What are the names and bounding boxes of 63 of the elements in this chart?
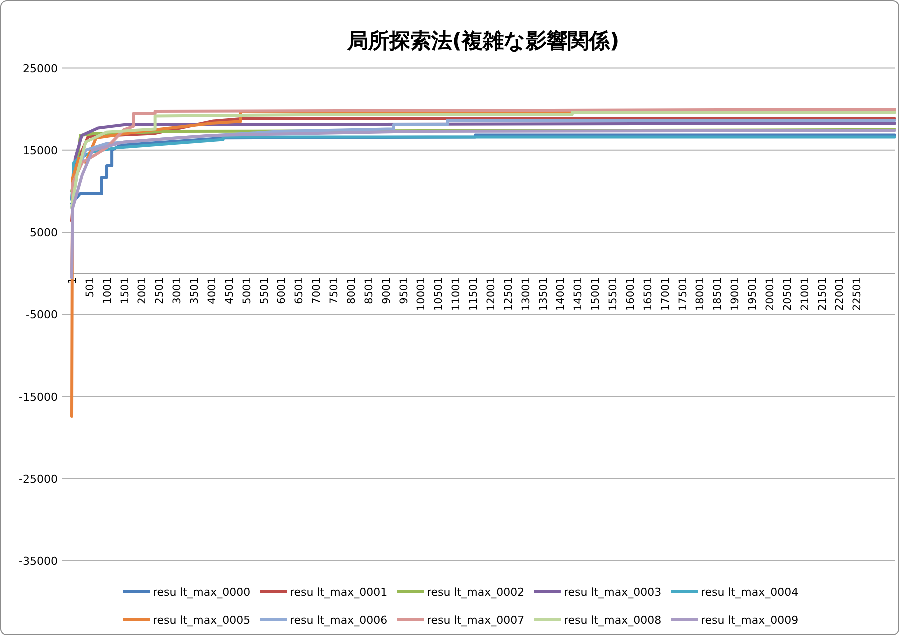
x-tick-label: 14501 [572,278,585,311]
x-tick-label: 8501 [363,278,376,304]
y-tick-label: 15000 [23,144,58,158]
chart-title: 局所探索法(複雑な影響関係) [346,29,620,53]
x-tick-label: 3501 [189,278,202,304]
legend-label: resu lt_max_0008 [564,614,662,627]
x-tick-label: 19001 [730,278,742,311]
x-tick-label: 20001 [764,278,776,311]
x-tick-label: 9001 [380,278,393,304]
x-tick-label: 13501 [538,278,550,311]
y-tick-label: 25000 [23,62,58,76]
legend-label: resu lt_max_0001 [290,586,388,599]
x-tick-label: 15501 [608,278,620,311]
y-tick-label: -5000 [26,308,58,322]
x-tick-label: 12501 [502,278,515,311]
x-tick-label: 7501 [328,278,341,304]
x-tick-label: 22001 [834,278,846,311]
legend-label: resu lt_max_0002 [427,586,525,599]
x-tick-label: 16001 [624,278,637,311]
x-tick-label: 4001 [206,278,218,304]
x-tick-label: 19501 [747,278,760,311]
y-tick-label: -35000 [19,555,58,568]
x-tick-label: 16501 [642,278,654,311]
x-tick-label: 21501 [816,278,829,311]
x-tick-label: 6501 [294,278,306,304]
y-tick-label: -25000 [19,472,58,486]
x-tick-label: 501 [84,278,96,298]
y-tick-label: -15000 [19,390,58,404]
x-tick-label: 15001 [590,278,602,311]
x-tick-label: 6001 [276,278,288,304]
x-tick-label: 1501 [119,278,132,304]
x-tick-label: 11501 [468,278,480,311]
legend-label: resu lt_max_0009 [701,614,799,627]
x-tick-label: 11001 [450,278,463,311]
x-tick-label: 14001 [555,278,568,311]
x-tick-label: 10501 [433,278,446,311]
x-tick-label: 2501 [154,278,166,304]
x-tick-label: 13001 [520,278,532,311]
x-tick-label: 12001 [485,278,498,311]
x-tick-label: 20501 [782,278,794,311]
x-tick-label: 3001 [172,278,184,304]
legend-label: resu lt_max_0007 [427,614,525,627]
x-tick-label: 18001 [694,278,707,311]
x-tick-label: 4501 [224,278,236,304]
legend-label: resu lt_max_0005 [153,614,251,627]
x-tick-label: 7001 [311,278,324,304]
legend-label: resu lt_max_0000 [153,586,251,599]
legend-label: resu lt_max_0003 [564,586,662,599]
x-tick-label: 21001 [799,278,812,311]
x-tick-label: 22501 [852,278,864,311]
x-tick-label: 5501 [258,278,271,304]
x-tick-label: 8001 [346,278,358,304]
x-tick-label: 9501 [398,278,410,304]
x-tick-label: 5001 [241,278,254,304]
legend-label: resu lt_max_0004 [701,586,799,599]
x-tick-label: 2001 [136,278,149,304]
x-tick-label: 17501 [677,278,690,311]
x-tick-label: 1001 [102,278,114,304]
x-tick-label: 17001 [660,278,672,311]
x-tick-label: 10001 [416,278,428,311]
y-tick-label: 5000 [30,226,58,240]
legend-label: resu lt_max_0006 [290,614,388,627]
x-tick-label: 18501 [712,278,724,311]
